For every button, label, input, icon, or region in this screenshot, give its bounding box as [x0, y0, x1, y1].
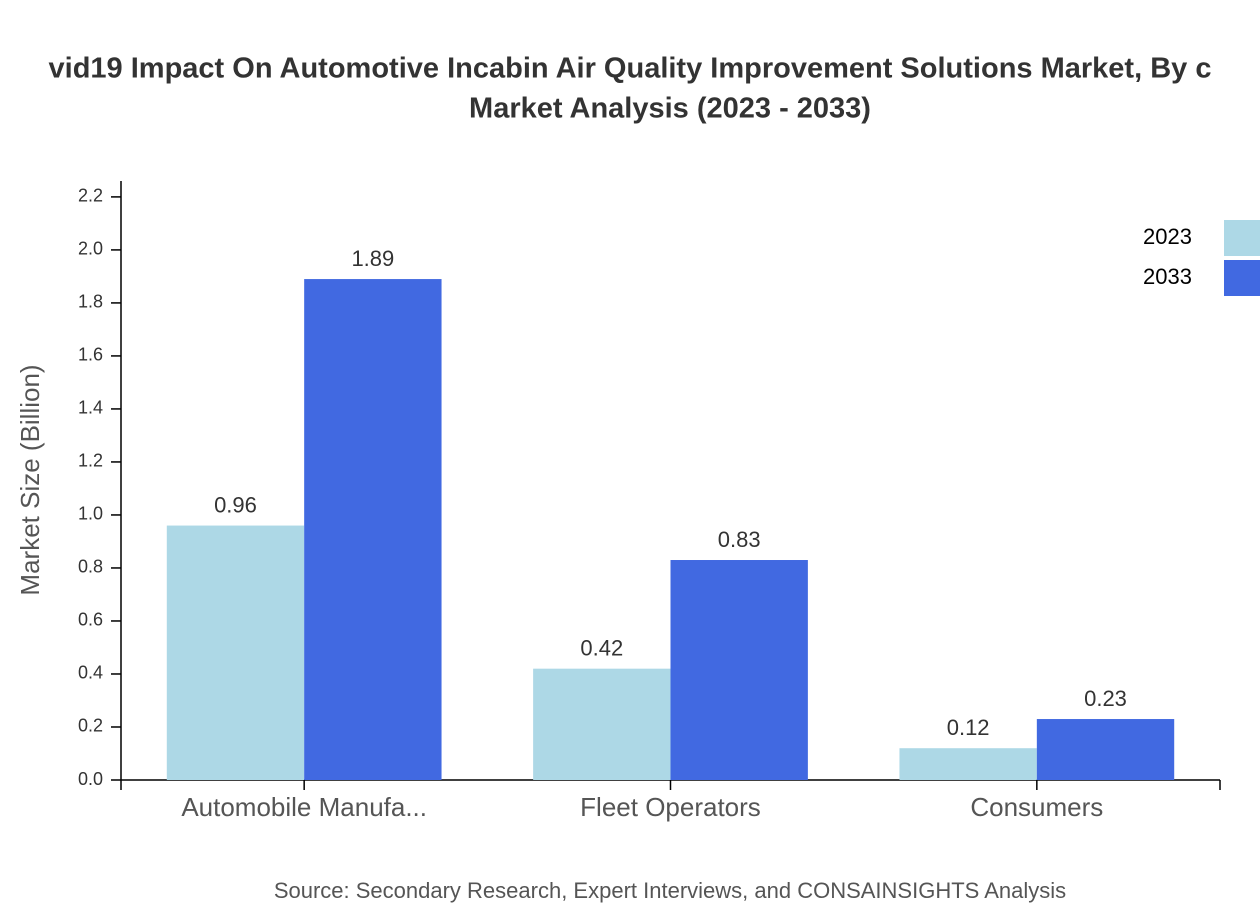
value-label: 0.83: [718, 527, 761, 552]
bar: [1036, 719, 1175, 780]
bar: [899, 748, 1037, 780]
bar: [670, 560, 808, 780]
x-tick-label: Fleet Operators: [580, 792, 761, 822]
bar: [304, 279, 442, 780]
y-tick-label: 1.6: [78, 345, 103, 365]
y-tick-label: 0.2: [78, 716, 103, 736]
value-label: 0.96: [214, 492, 257, 517]
legend-label: 2023: [1143, 224, 1192, 249]
source-note: Source: Secondary Research, Expert Inter…: [274, 878, 1066, 903]
value-label: 0.23: [1084, 686, 1127, 711]
x-tick-label: Automobile Manufa...: [181, 792, 427, 822]
legend-swatch: [1224, 260, 1260, 296]
y-tick-label: 0.4: [78, 663, 103, 683]
value-label: 1.89: [351, 246, 394, 271]
x-tick-label: Consumers: [970, 792, 1103, 822]
value-label: 0.12: [947, 715, 990, 740]
y-tick-label: 2.0: [78, 239, 103, 259]
y-tick-label: 1.0: [78, 504, 103, 524]
y-tick-label: 1.2: [78, 451, 103, 471]
y-tick-label: 0.6: [78, 610, 103, 630]
y-tick-label: 0.0: [78, 769, 103, 789]
y-axis-label: Market Size (Billion): [15, 364, 45, 595]
y-tick-label: 0.8: [78, 557, 103, 577]
chart-title: Market Analysis (2023 - 2033): [469, 93, 871, 125]
y-tick-label: 1.4: [78, 398, 103, 418]
value-label: 0.42: [580, 635, 623, 660]
bar: [166, 525, 305, 780]
bar: [533, 668, 671, 780]
chart-title: vid19 Impact On Automotive Incabin Air Q…: [49, 53, 1212, 85]
y-tick-label: 1.8: [78, 292, 103, 312]
y-tick-label: 2.2: [78, 186, 103, 206]
legend-label: 2033: [1143, 264, 1192, 289]
legend-swatch: [1224, 220, 1260, 256]
